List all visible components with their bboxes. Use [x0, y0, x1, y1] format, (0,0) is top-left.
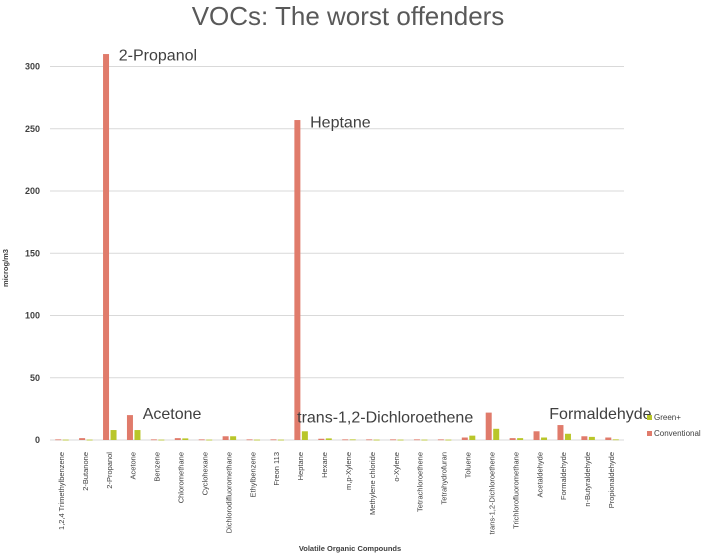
- y-tick-label: 150: [25, 248, 40, 258]
- bar-green: [158, 439, 165, 441]
- bar-green: [493, 428, 500, 440]
- bar-green: [588, 436, 595, 440]
- x-tick-label: Toluene: [464, 452, 473, 478]
- y-tick-label: 300: [25, 62, 40, 72]
- x-tick-label: Benzene: [153, 452, 162, 482]
- bar-conventional: [342, 439, 349, 441]
- x-tick-label: Trichlorofluoromethane: [511, 452, 520, 529]
- bar-green: [612, 439, 619, 441]
- bar-conventional: [557, 425, 564, 440]
- y-tick-label: 0: [35, 435, 40, 445]
- bar-conventional: [581, 436, 588, 440]
- x-tick-label: Cyclohexane: [200, 452, 209, 495]
- bar-green: [86, 439, 93, 441]
- chart-title: VOCs: The worst offenders: [192, 1, 505, 31]
- bar-green: [541, 437, 548, 440]
- bars: [55, 54, 619, 441]
- bar-conventional: [246, 439, 253, 441]
- bar-conventional: [294, 120, 301, 440]
- y-axis-ticks: 0 50 100 150 200 250 300: [25, 62, 40, 446]
- bar-conventional: [318, 438, 325, 440]
- x-tick-label: 2-Butanone: [81, 452, 90, 491]
- x-tick-label: o-Xylene: [392, 452, 401, 482]
- x-tick-label: trans-1,2-Dichloroethene: [487, 452, 496, 535]
- x-tick-label: Tetrahydrofuran: [440, 452, 449, 505]
- x-tick-label: Heptane: [296, 452, 305, 480]
- bar-green: [373, 439, 380, 441]
- x-tick-label: Propionaldehyde: [607, 452, 616, 508]
- bar-conventional: [222, 436, 229, 440]
- legend-swatch: [647, 431, 652, 436]
- x-tick-label: m,p-Xylene: [344, 452, 353, 490]
- bar-green: [301, 431, 308, 440]
- legend: Green+ Conventional: [647, 413, 701, 438]
- bar-conventional: [533, 431, 540, 440]
- x-tick-label: Acetaldehyde: [535, 452, 544, 497]
- bar-conventional: [150, 439, 157, 441]
- bar-conventional: [198, 439, 205, 441]
- bar-conventional: [79, 438, 86, 440]
- x-tick-label: Acetone: [129, 452, 138, 480]
- annotation-label: Formaldehyde: [549, 406, 651, 423]
- bar-green: [110, 430, 117, 440]
- bar-green: [206, 439, 213, 441]
- bar-green: [62, 439, 69, 441]
- y-tick-label: 250: [25, 124, 40, 134]
- bar-green: [517, 438, 524, 440]
- bar-green: [397, 439, 404, 441]
- y-tick-label: 200: [25, 186, 40, 196]
- x-tick-label: Dichlorodifluoromethane: [224, 452, 233, 533]
- bar-green: [182, 438, 189, 440]
- bar-green: [349, 439, 356, 441]
- x-axis-ticks: 1,2,4 Trimethylbenzene 2-Butanone 2-Propan…: [57, 452, 616, 535]
- bar-green: [325, 438, 332, 440]
- bar-conventional: [437, 439, 444, 441]
- bar-conventional: [55, 439, 62, 441]
- x-axis-label: Volatile Organic Compounds: [299, 544, 401, 553]
- legend-label: Green+: [654, 413, 681, 422]
- bar-green: [277, 439, 284, 441]
- bar-conventional: [174, 438, 181, 440]
- annotation-label: trans-1,2-Dichloroethene: [297, 410, 473, 427]
- annotations: 2-Propanol Acetone Heptane trans-1,2-Dichlo…: [119, 47, 652, 426]
- bar-conventional: [270, 439, 277, 441]
- x-tick-label: Tetrachloroethene: [416, 452, 425, 512]
- gridlines: [50, 66, 624, 441]
- x-tick-label: Hexane: [320, 452, 329, 478]
- legend-swatch: [647, 415, 652, 420]
- y-axis-label: microg/m3: [1, 249, 10, 287]
- bar-green: [469, 435, 476, 440]
- bar-conventional: [413, 439, 420, 441]
- bar-conventional: [485, 412, 492, 440]
- x-tick-label: n-Butyraldehyde: [583, 452, 592, 507]
- bar-green: [421, 439, 428, 441]
- y-tick-label: 50: [30, 373, 40, 383]
- bar-green: [134, 430, 141, 440]
- bar-conventional: [461, 437, 468, 440]
- x-tick-label: Ethylbenzene: [248, 452, 257, 497]
- annotation-label: 2-Propanol: [119, 47, 197, 64]
- bar-conventional: [103, 54, 110, 441]
- x-tick-label: Methylene chloride: [368, 452, 377, 515]
- bar-conventional: [605, 437, 612, 440]
- bar-conventional: [509, 438, 516, 440]
- bar-conventional: [366, 439, 373, 441]
- x-tick-label: Chloromethane: [177, 452, 186, 503]
- x-tick-label: Formaldehyde: [559, 452, 568, 500]
- x-tick-label: 1,2,4 Trimethylbenzene: [57, 452, 66, 530]
- annotation-label: Acetone: [143, 406, 202, 423]
- bar-conventional: [126, 415, 133, 440]
- legend-label: Conventional: [654, 429, 701, 438]
- y-tick-label: 100: [25, 311, 40, 321]
- bar-green: [254, 439, 261, 441]
- annotation-label: Heptane: [310, 115, 371, 132]
- bar-conventional: [390, 439, 397, 441]
- bar-green: [564, 433, 571, 440]
- x-tick-label: Freon 113: [272, 452, 281, 486]
- bar-green: [445, 439, 452, 441]
- bar-green: [230, 436, 237, 440]
- x-tick-label: 2-Propanol: [105, 452, 114, 489]
